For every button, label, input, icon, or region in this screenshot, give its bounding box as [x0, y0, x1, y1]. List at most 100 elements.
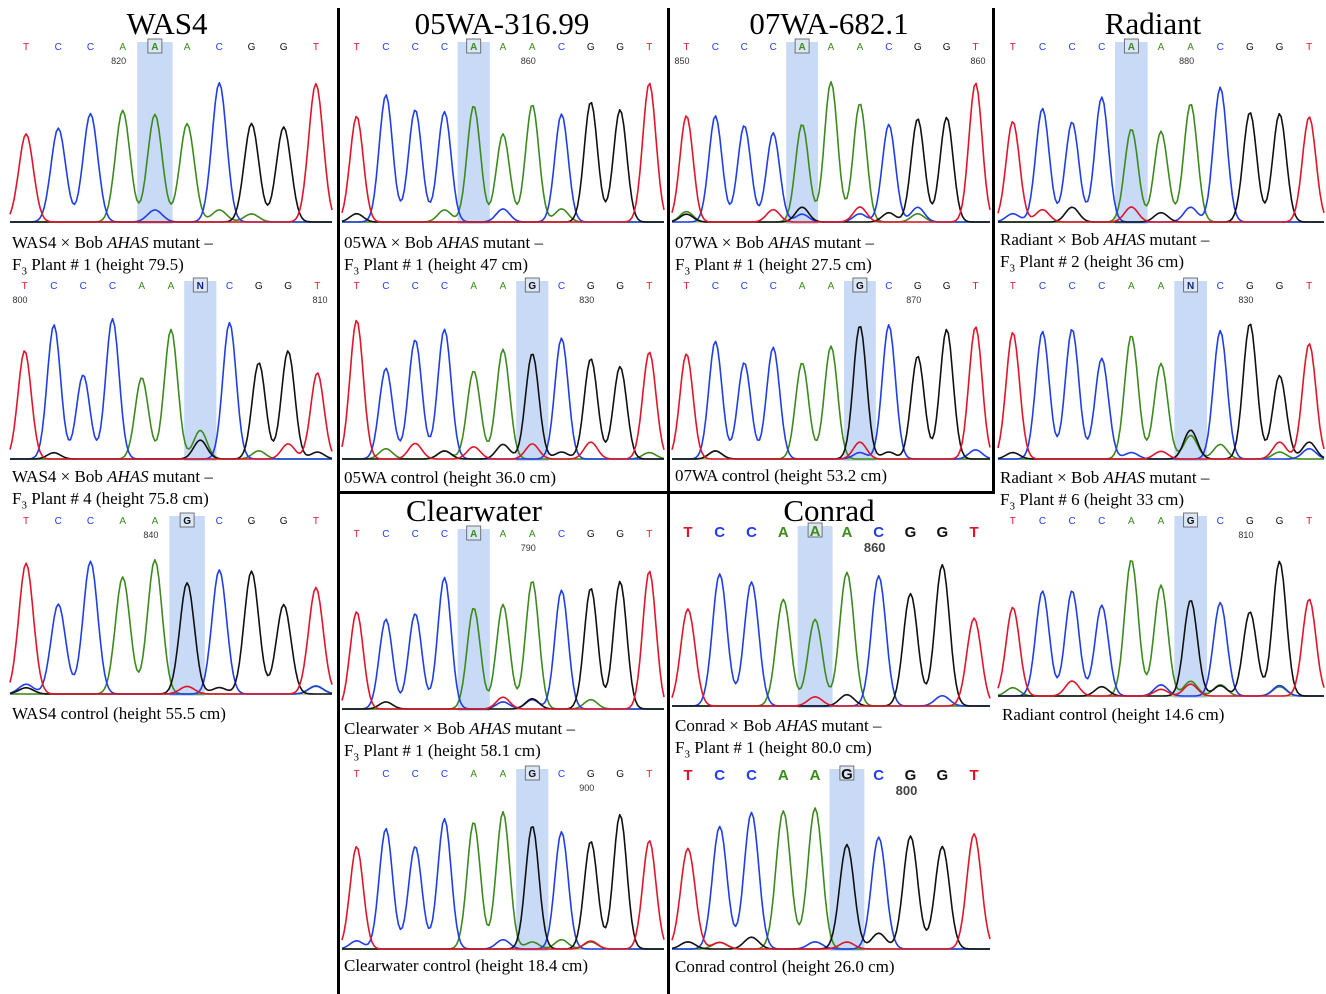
chromatogram-radiant-mutant-2: T C C C A A A C G G T 880 — [997, 38, 1325, 224]
base-letter: C — [1217, 281, 1224, 292]
base-letter: G — [1246, 281, 1254, 292]
base-letter: C — [55, 42, 62, 53]
highlight-column — [844, 281, 876, 461]
base-letter: T — [1010, 42, 1016, 53]
trace-g — [342, 580, 664, 710]
divider-col2 — [667, 8, 670, 994]
base-letter: C — [885, 42, 892, 53]
base-letter: A — [1128, 281, 1135, 292]
base-letter: G — [914, 281, 922, 292]
base-letter: A — [778, 524, 789, 541]
base-letter: T — [1306, 516, 1312, 527]
caption-radiant-control: Radiant control (height 14.6 cm) — [1002, 705, 1225, 724]
base-letter: C — [382, 529, 389, 540]
called-base-label: A — [470, 529, 477, 540]
base-letter: G — [914, 42, 922, 53]
base-letter: T — [683, 767, 692, 784]
base-letter: C — [412, 281, 419, 292]
base-letter: C — [216, 42, 223, 53]
trace-t — [997, 332, 1325, 460]
base-letter: C — [226, 281, 233, 292]
base-letter: C — [770, 281, 777, 292]
base-letter: T — [1306, 281, 1312, 292]
base-letter: G — [280, 516, 288, 527]
base-letter: T — [970, 524, 979, 541]
trace-c — [342, 576, 664, 710]
base-letter: A — [1158, 281, 1165, 292]
trace-a — [342, 348, 665, 460]
called-base-box — [1183, 277, 1199, 293]
position-label: 810 — [312, 295, 327, 305]
chromatogram-07wa-control: T C C C A A G C G G T 870 — [671, 277, 991, 461]
caption-was4-mutant-4: WAS4 × Bob AHAS mutant – F3 Plant # 4 (h… — [12, 467, 213, 512]
called-base-label: A — [151, 42, 158, 53]
caption-clearwater-mutant-1: Clearwater × Bob AHAS mutant – F3 Plant … — [344, 719, 576, 764]
chromatogram-05wa-control: T C C C A A G C G G T 830 — [341, 277, 665, 461]
title-conrad: Conrad — [783, 493, 875, 528]
base-letter: G — [587, 281, 595, 292]
base-letter: C — [1039, 281, 1046, 292]
base-letter: A — [810, 767, 821, 784]
called-base-box — [192, 277, 208, 293]
trace-g — [342, 813, 664, 950]
caption-radiant-mutant-6: Radiant × Bob AHAS mutant – F3 Plant # 6… — [1000, 468, 1210, 513]
caption-05wa-control: 05WA control (height 36.0 cm) — [344, 468, 556, 487]
base-letter: A — [470, 281, 477, 292]
position-label: 820 — [111, 56, 126, 66]
chromatogram-clearwater-control: T C C C A A G C G G T 900 — [341, 765, 665, 951]
trace-t — [9, 350, 333, 460]
chromatogram-radiant-control: T C C C A A G C G G T 810 — [997, 512, 1325, 698]
position-label: 810 — [1238, 530, 1253, 540]
base-letter: C — [441, 42, 448, 53]
position-label: 800 — [896, 783, 918, 798]
title-clearwater: Clearwater — [406, 493, 542, 528]
base-letter: T — [1010, 281, 1016, 292]
position-label: 860 — [521, 56, 536, 66]
base-letter: A — [500, 42, 507, 53]
called-base-box — [179, 512, 195, 528]
base-letter: T — [646, 42, 652, 53]
base-letter: C — [50, 281, 57, 292]
base-letter: T — [646, 281, 652, 292]
chromatogram-was4-mutant-1: T C C A A A C G G T 820 — [9, 38, 333, 224]
base-letter: C — [741, 281, 748, 292]
trace-c — [342, 94, 664, 223]
base-letter: C — [1068, 281, 1075, 292]
called-base-label: G — [183, 516, 191, 527]
base-letter: C — [441, 529, 448, 540]
called-base-label: A — [798, 42, 805, 53]
trace-c — [10, 317, 332, 460]
title-07wa-682-1: 07WA-682.1 — [749, 6, 909, 41]
trace-t — [341, 82, 665, 223]
called-base-box — [524, 277, 540, 293]
base-letter: C — [109, 281, 116, 292]
position-label: 830 — [579, 295, 594, 305]
base-letter: C — [741, 42, 748, 53]
trace-g — [10, 350, 333, 460]
chromatogram-radiant-mutant-6: T C C C A A N C G G T 830 — [997, 277, 1325, 461]
base-letter: G — [248, 516, 256, 527]
base-letter: G — [587, 529, 595, 540]
base-letter: C — [1217, 42, 1224, 53]
base-letter: A — [470, 769, 477, 780]
highlight-column — [184, 281, 217, 461]
base-letter: A — [1158, 42, 1165, 53]
base-letter: C — [412, 769, 419, 780]
base-letter: A — [778, 767, 789, 784]
caption-radiant-mutant-2: Radiant × Bob AHAS mutant – F3 Plant # 2… — [1000, 230, 1210, 275]
base-letter: G — [1246, 516, 1254, 527]
caption-05wa-mutant-1: 05WA × Bob AHAS mutant – F3 Plant # 1 (h… — [344, 233, 543, 278]
position-label: 870 — [906, 295, 921, 305]
called-base-label: G — [528, 281, 536, 292]
base-letter: C — [873, 767, 884, 784]
trace-t — [671, 833, 991, 950]
base-letter: T — [23, 516, 29, 527]
called-base-label: G — [1187, 516, 1195, 527]
trace-t — [9, 562, 333, 695]
called-base-label: A — [1128, 42, 1135, 53]
caption-was4-mutant-1: WAS4 × Bob AHAS mutant – F3 Plant # 1 (h… — [12, 233, 213, 278]
trace-a — [671, 80, 990, 223]
caption-conrad-mutant-1: Conrad × Bob AHAS mutant – F3 Plant # 1 … — [675, 716, 882, 761]
base-letter: T — [354, 281, 360, 292]
base-letter: C — [714, 767, 725, 784]
